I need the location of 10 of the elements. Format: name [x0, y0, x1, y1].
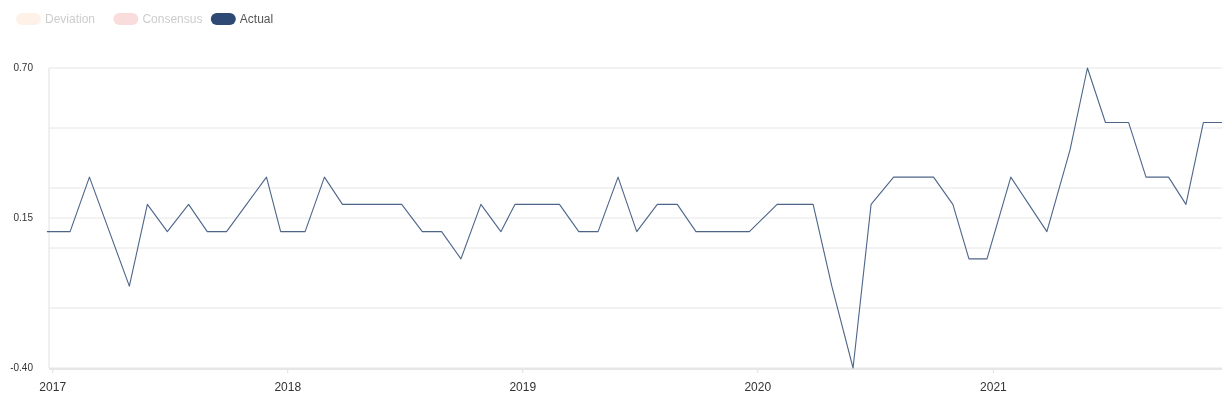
x-tick-label: 2018 [274, 380, 302, 394]
y-tick-label: 0.70 [13, 62, 34, 73]
x-tick-label: 2019 [509, 380, 537, 394]
x-tick-label: 2021 [980, 380, 1008, 394]
x-tick-label: 2017 [39, 380, 67, 394]
y-tick-label: -0.40 [10, 362, 34, 373]
y-tick-label: 0.15 [13, 212, 34, 223]
legend-label: Actual [239, 12, 274, 26]
line-series [46, 67, 1222, 369]
x-tick-label: 2020 [744, 380, 772, 394]
